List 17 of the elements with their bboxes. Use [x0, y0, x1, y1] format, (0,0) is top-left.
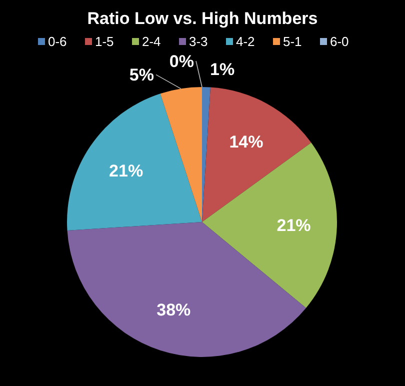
legend-label: 6-0	[330, 34, 349, 49]
legend-label: 4-2	[236, 34, 255, 49]
data-label: 38%	[156, 300, 191, 320]
data-label: 14%	[229, 132, 264, 152]
chart-title: Ratio Low vs. High Numbers	[87, 9, 318, 28]
data-label: 1%	[210, 60, 235, 80]
pie-slice	[160, 87, 202, 222]
legend-label: 1-5	[95, 34, 114, 49]
legend-label: 5-1	[283, 34, 302, 49]
pie-slice	[67, 94, 202, 230]
text: 0%	[169, 52, 194, 71]
data-label: 21%	[276, 216, 311, 235]
legend-label: 3-3	[189, 34, 208, 49]
data-label: 21%	[109, 161, 144, 180]
data-label: 5%	[129, 66, 154, 85]
legend-label: 2-4	[142, 34, 161, 49]
legend-label: 0-6	[48, 34, 67, 49]
